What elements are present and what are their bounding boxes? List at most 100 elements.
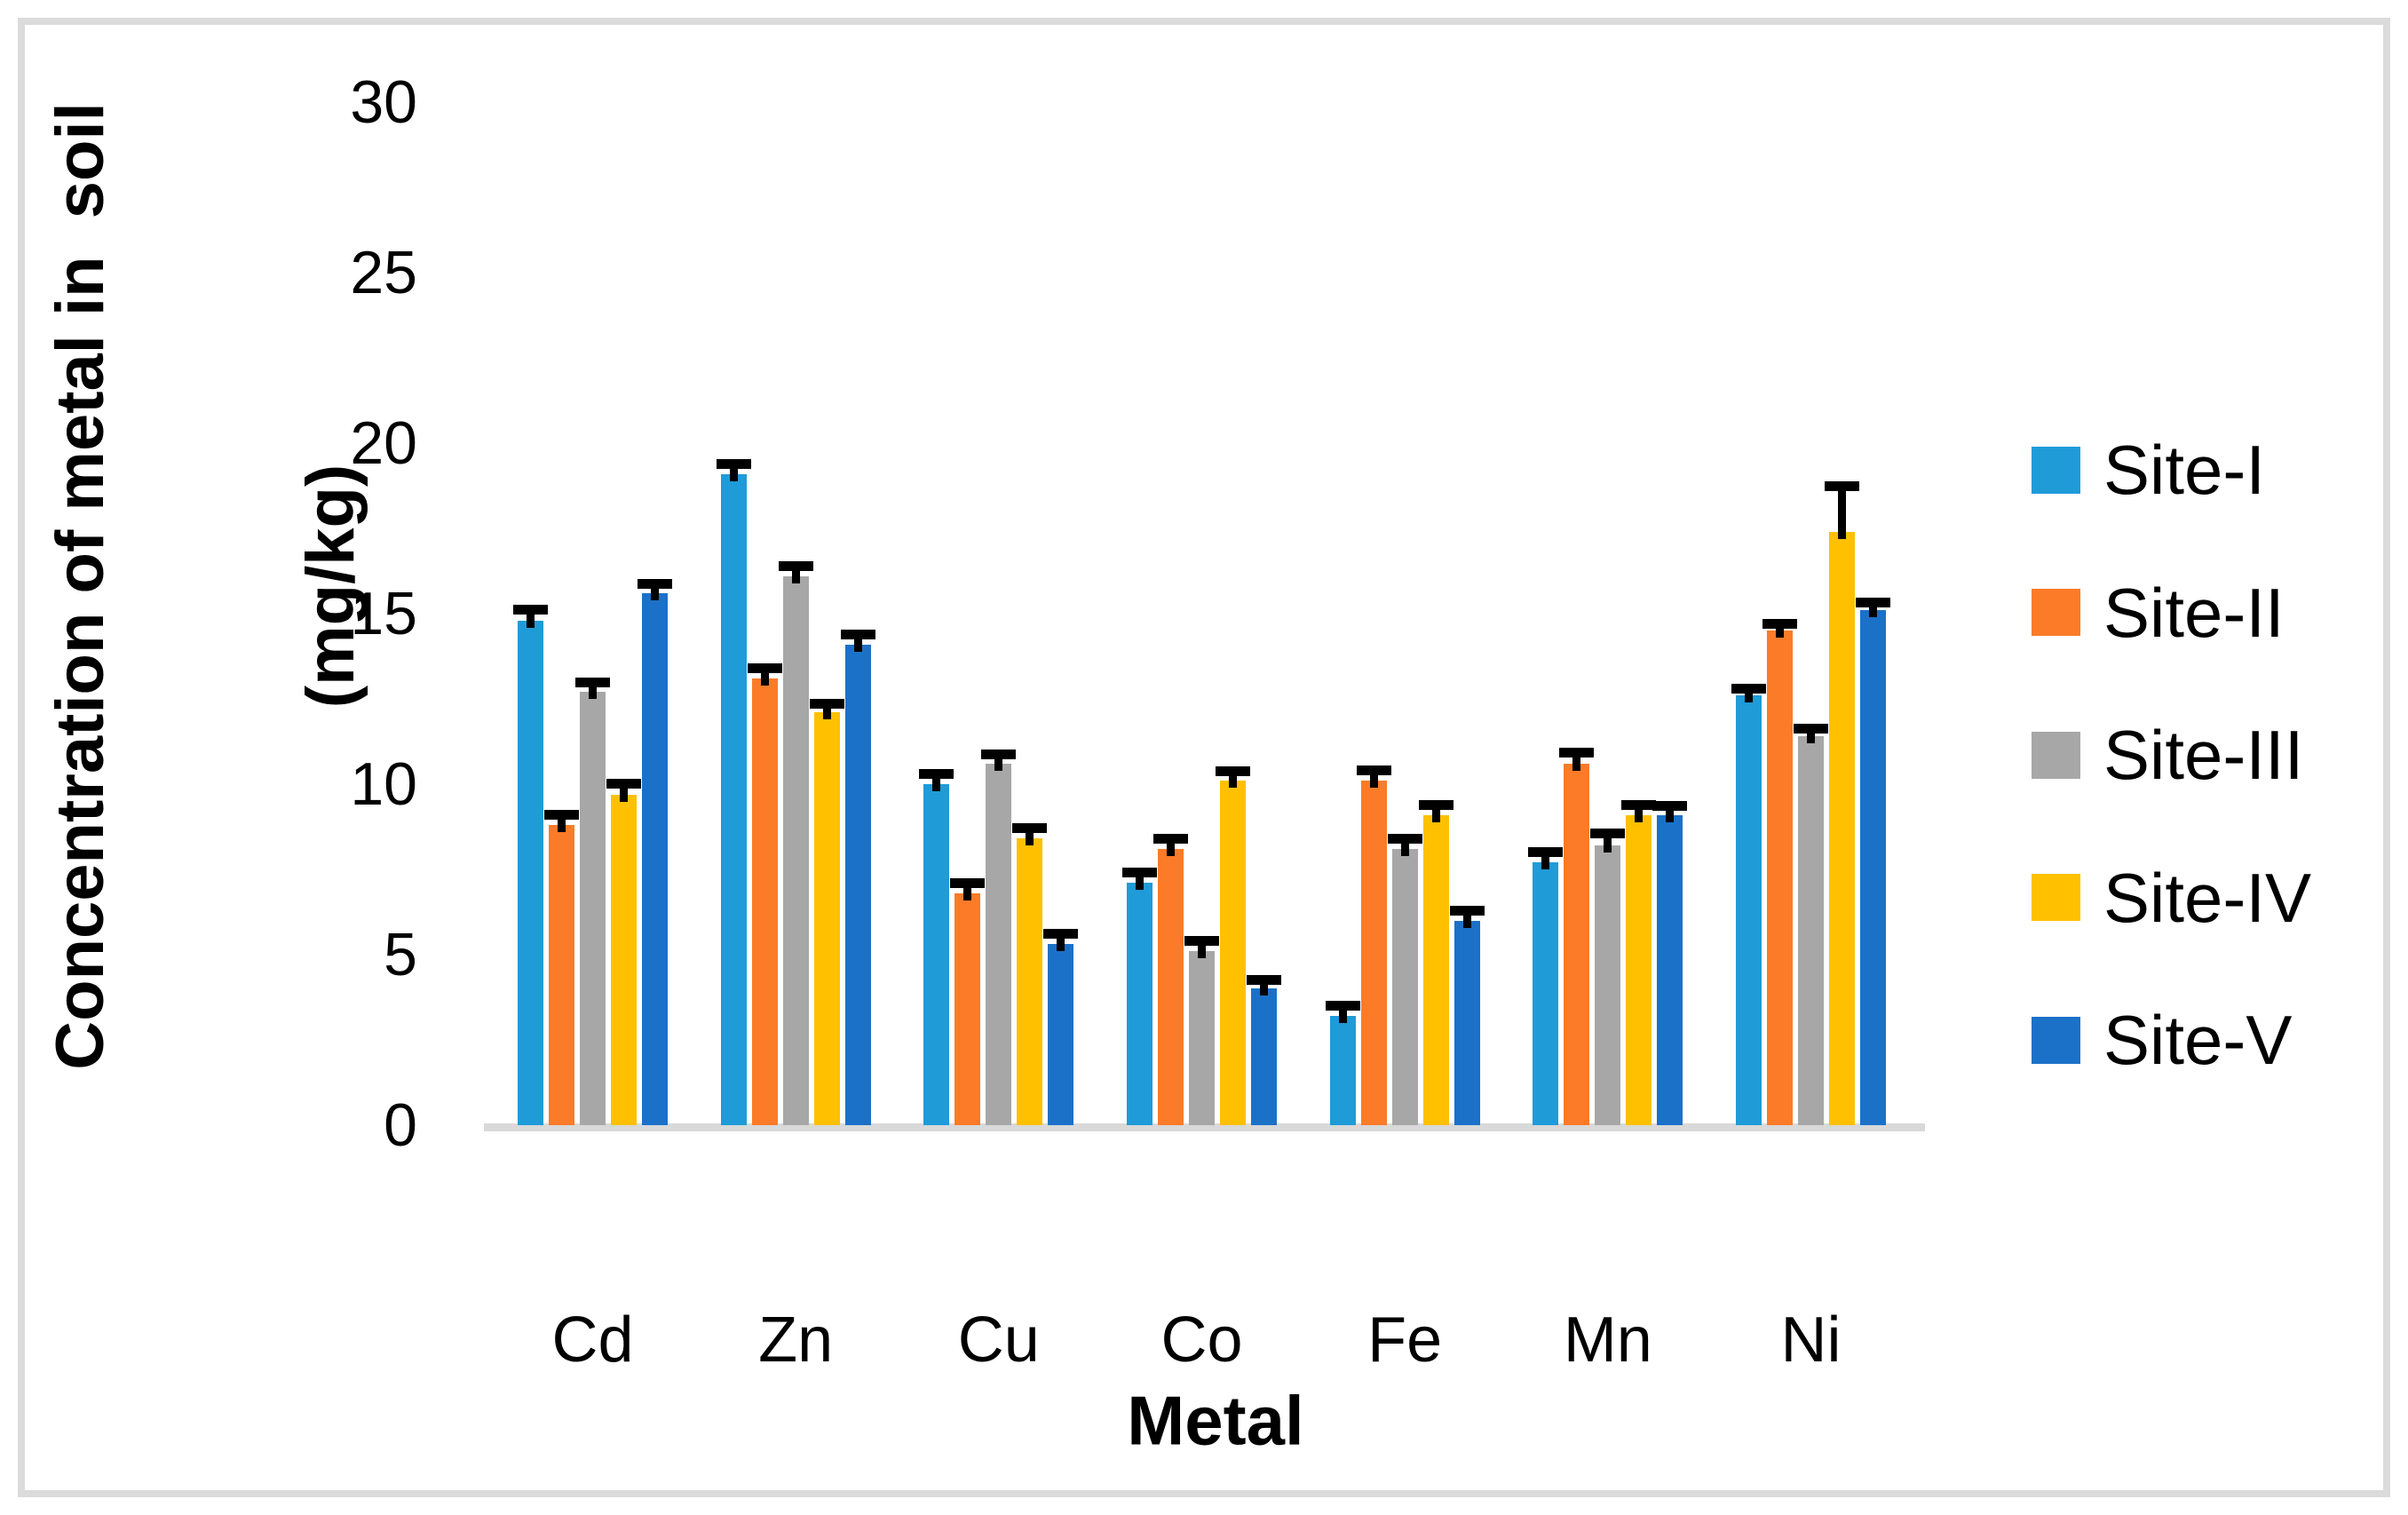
bar-ni-site-v	[1860, 610, 1887, 1125]
x-category-label-fe: Fe	[1367, 1305, 1443, 1376]
error-bar-cap-cd-site-ii	[544, 809, 579, 820]
legend-item-site-iv: Site-IV	[2032, 861, 2311, 935]
bar-cd-site-ii	[549, 825, 574, 1125]
error-bar-stem-cu-site-iii	[994, 754, 1003, 771]
bar-cd-site-i	[518, 620, 543, 1125]
error-bar-cap-cd-site-v	[638, 579, 672, 590]
error-bar-cap-cu-site-ii	[950, 877, 986, 888]
error-bar-cap-zn-site-v	[840, 630, 875, 640]
error-bar-stem-ni-site-ii	[1776, 623, 1785, 639]
error-bar-stem-mn-site-ii	[1572, 752, 1581, 771]
error-bar-stem-cd-site-v	[651, 583, 659, 600]
legend-label-site-iii: Site-III	[2103, 716, 2304, 794]
y-axis-title-line1: Concentration of metal in soil	[43, 102, 118, 1070]
bar-fe-site-v	[1454, 920, 1480, 1125]
bar-fe-site-ii	[1360, 781, 1387, 1125]
error-bar-stem-zn-site-i	[729, 464, 738, 481]
error-bar-stem-zn-site-ii	[760, 668, 769, 686]
error-bar-cap-zn-site-iii	[778, 560, 813, 571]
error-bar-stem-ni-site-iv	[1838, 486, 1847, 539]
bar-zn-site-ii	[751, 678, 778, 1125]
error-bar-stem-fe-site-v	[1462, 910, 1471, 928]
error-bar-stem-fe-site-iv	[1431, 805, 1440, 822]
bar-ni-site-iii	[1798, 736, 1825, 1125]
error-bar-stem-fe-site-ii	[1369, 770, 1378, 789]
error-bar-cap-zn-site-iv	[809, 699, 844, 710]
x-category-label-mn: Mn	[1563, 1305, 1652, 1376]
y-tick-label-15: 15	[350, 580, 417, 647]
y-tick-label-20: 20	[350, 409, 417, 477]
figure-border	[18, 18, 2390, 1497]
error-bar-stem-cu-site-ii	[963, 883, 972, 900]
error-bar-cap-mn-site-v	[1652, 801, 1688, 812]
error-bar-stem-cd-site-iv	[620, 783, 628, 802]
bar-co-site-i	[1127, 883, 1153, 1125]
error-bar-stem-cd-site-iii	[589, 682, 597, 700]
legend-swatch-site-v	[2032, 1016, 2080, 1064]
error-bar-cap-cu-site-iii	[981, 749, 1017, 759]
bar-co-site-ii	[1158, 848, 1184, 1125]
error-bar-stem-ni-site-iii	[1807, 728, 1816, 744]
error-bar-cap-co-site-v	[1247, 975, 1281, 986]
bar-cd-site-v	[642, 592, 668, 1125]
bar-cu-site-ii	[954, 892, 981, 1125]
error-bar-cap-ni-site-iv	[1825, 480, 1860, 491]
error-bar-stem-cu-site-v	[1057, 933, 1065, 952]
bar-cu-site-iii	[986, 763, 1012, 1125]
x-category-label-zn: Zn	[758, 1305, 834, 1376]
error-bar-cap-cu-site-iv	[1012, 823, 1048, 834]
legend-swatch-site-iii	[2032, 731, 2080, 779]
error-bar-cap-ni-site-v	[1856, 597, 1891, 607]
bar-cd-site-iv	[611, 794, 637, 1125]
x-axis-title: Metal	[1127, 1381, 1304, 1460]
error-bar-cap-co-site-i	[1122, 868, 1157, 878]
bar-mn-site-i	[1533, 862, 1559, 1125]
error-bar-cap-cd-site-i	[513, 604, 548, 615]
legend-label-site-ii: Site-II	[2103, 573, 2285, 652]
legend-swatch-site-ii	[2032, 589, 2080, 636]
error-bar-cap-ni-site-i	[1731, 683, 1767, 694]
legend-item-site-ii: Site-II	[2032, 575, 2285, 650]
error-bar-stem-cd-site-ii	[558, 814, 566, 833]
error-bar-cap-zn-site-i	[716, 458, 751, 469]
error-bar-stem-zn-site-v	[853, 634, 862, 652]
error-bar-cap-mn-site-ii	[1559, 748, 1595, 758]
error-bar-stem-co-site-v	[1260, 980, 1268, 996]
bar-cu-site-v	[1048, 944, 1074, 1125]
bar-cd-site-iii	[580, 692, 606, 1125]
error-bar-stem-mn-site-iv	[1635, 805, 1644, 822]
y-tick-label-25: 25	[350, 239, 417, 306]
error-bar-stem-zn-site-iv	[822, 703, 831, 720]
error-bar-cap-cu-site-i	[919, 768, 954, 779]
bar-mn-site-v	[1657, 814, 1683, 1125]
bar-fe-site-iii	[1391, 848, 1418, 1125]
bar-zn-site-iii	[782, 575, 809, 1125]
error-bar-cap-ni-site-ii	[1762, 619, 1798, 630]
error-bar-cap-fe-site-iv	[1418, 799, 1454, 810]
y-tick-label-5: 5	[384, 921, 417, 988]
bar-mn-site-ii	[1564, 763, 1590, 1125]
error-bar-stem-fe-site-i	[1338, 1005, 1347, 1024]
x-category-label-cu: Cu	[957, 1305, 1040, 1376]
x-category-label-co: Co	[1160, 1305, 1243, 1376]
error-bar-stem-mn-site-i	[1541, 852, 1550, 870]
y-tick-label-0: 0	[384, 1091, 417, 1159]
bar-mn-site-iv	[1626, 814, 1652, 1125]
error-bar-cap-fe-site-iii	[1387, 833, 1422, 844]
error-bar-cap-zn-site-ii	[747, 662, 782, 673]
bar-zn-site-v	[844, 644, 871, 1125]
bar-ni-site-i	[1736, 695, 1762, 1125]
error-bar-cap-cd-site-iii	[575, 677, 610, 687]
error-bar-stem-cu-site-i	[932, 773, 941, 791]
error-bar-stem-mn-site-iii	[1604, 833, 1612, 853]
x-category-label-ni: Ni	[1780, 1305, 1842, 1376]
bar-ni-site-iv	[1829, 531, 1856, 1125]
error-bar-cap-mn-site-i	[1528, 847, 1564, 858]
error-bar-cap-cu-site-v	[1043, 929, 1079, 940]
error-bar-cap-co-site-iv	[1216, 765, 1250, 776]
error-bar-stem-ni-site-i	[1745, 688, 1754, 703]
legend-item-site-v: Site-V	[2032, 1003, 2292, 1077]
error-bar-stem-cd-site-i	[527, 609, 535, 628]
bar-fe-site-i	[1329, 1016, 1356, 1125]
